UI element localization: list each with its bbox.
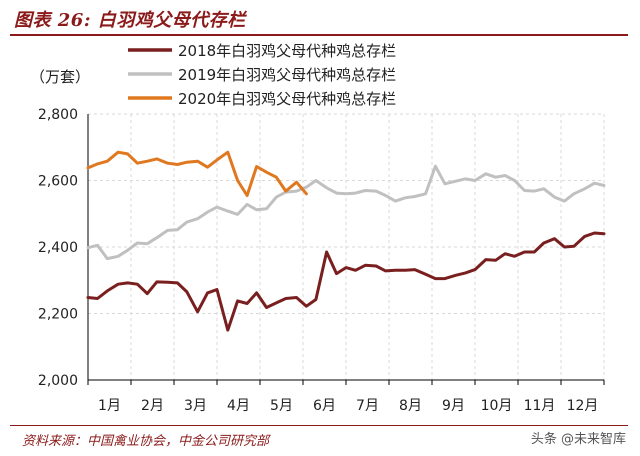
x-tick-label: 7月 xyxy=(356,398,379,414)
series-line-1 xyxy=(86,164,606,261)
watermark: 头条 @未来智库 xyxy=(530,432,626,447)
figure-title: 图表 26: 白羽鸡父母代存栏 xyxy=(14,10,246,31)
series-lines xyxy=(86,150,606,332)
x-tick-label: 4月 xyxy=(227,398,250,414)
y-tick-label: 2,400 xyxy=(38,240,78,256)
x-tick-label: 9月 xyxy=(442,398,465,414)
y-tick-label: 2,200 xyxy=(38,307,78,323)
x-tick-label: 5月 xyxy=(270,398,293,414)
x-tick-label: 3月 xyxy=(184,398,207,414)
x-tick-label: 1月 xyxy=(98,398,121,414)
y-tick-label: 2,800 xyxy=(38,107,78,123)
legend-label-2: 2020年白羽鸡父母代种鸡总存栏 xyxy=(178,90,396,108)
bottom-rule xyxy=(10,425,628,426)
series-line-0 xyxy=(86,231,606,332)
y-unit-label: （万套） xyxy=(30,68,91,86)
x-tick-label: 11月 xyxy=(524,398,556,414)
legend-label-0: 2018年白羽鸡父母代种鸡总存栏 xyxy=(178,42,396,60)
x-tick-label: 6月 xyxy=(313,398,336,414)
x-tick-label: 12月 xyxy=(567,398,599,414)
x-tick-label: 8月 xyxy=(399,398,422,414)
legend-label-1: 2019年白羽鸡父母代种鸡总存栏 xyxy=(178,66,396,84)
legend: 2018年白羽鸡父母代种鸡总存栏 2019年白羽鸡父母代种鸡总存栏 2020年白羽鸡… xyxy=(128,42,396,108)
y-tick-label: 2,600 xyxy=(38,174,78,190)
source-note: 资料来源：中国禽业协会，中金公司研究部 xyxy=(22,434,270,449)
series-line-2 xyxy=(86,150,308,197)
x-tick-label: 10月 xyxy=(481,398,513,414)
y-tick-label: 2,000 xyxy=(38,373,78,389)
grid-lines xyxy=(88,113,605,380)
axes: 2,000 2,200 2,400 2,600 2,800 1月 2月 3月 4月 5月 6月 7月 8… xyxy=(38,107,605,414)
title-rule xyxy=(10,34,628,36)
x-tick-label: 2月 xyxy=(141,398,164,414)
